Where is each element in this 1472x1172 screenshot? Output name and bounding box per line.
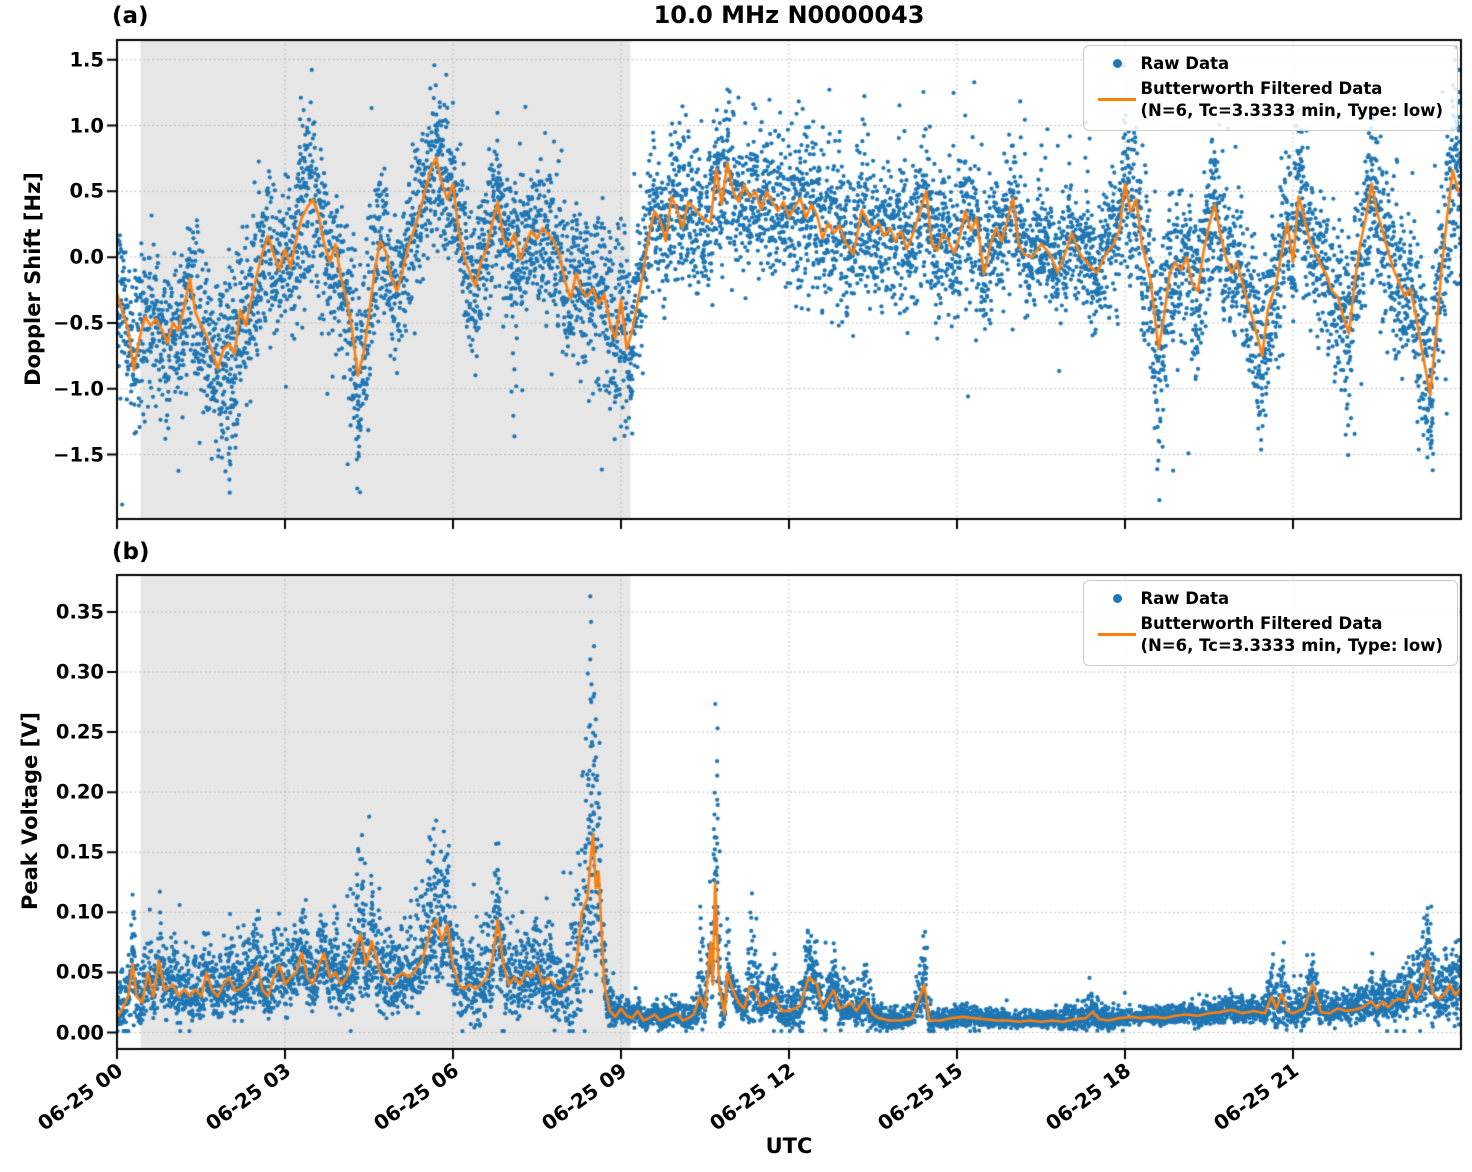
y-tick-label: 0.15	[55, 840, 104, 864]
y-tick-label: 1.0	[69, 114, 104, 138]
y-tick-label: 0.05	[55, 960, 104, 984]
y-tick-label: −1.5	[53, 443, 104, 467]
y-tick-label: −1.0	[53, 377, 104, 401]
legend-filtered-label: Butterworth Filtered Data (N=6, Tc=3.3333…	[1140, 613, 1443, 656]
y-axis-label-panel-a: Doppler Shift [Hz]	[21, 172, 45, 386]
legend-panel-b: Raw Data Butterworth Filtered Data (N=6, …	[1083, 580, 1458, 667]
y-tick-label: −0.5	[53, 311, 104, 335]
y-tick-label: 0.0	[69, 245, 104, 269]
legend-filtered-label-line1: Butterworth Filtered Data	[1140, 614, 1383, 634]
raw-data-dot-icon	[1112, 594, 1122, 604]
legend-marker-cell	[1094, 59, 1140, 69]
x-axis-label: UTC	[765, 1134, 813, 1158]
legend-filtered-label-line1: Butterworth Filtered Data	[1140, 79, 1383, 99]
legend-item-raw-data: Raw Data	[1094, 53, 1443, 74]
legend-raw-label: Raw Data	[1140, 54, 1230, 73]
filtered-line-icon	[1098, 633, 1137, 637]
y-tick-label: 0.20	[55, 780, 104, 804]
y-tick-label: 0.35	[55, 600, 104, 624]
legend-panel-a: Raw Data Butterworth Filtered Data (N=6, …	[1083, 45, 1458, 132]
y-tick-label: 0.25	[55, 720, 104, 744]
y-tick-label: 0.10	[55, 900, 104, 924]
legend-item-filtered-data: Butterworth Filtered Data (N=6, Tc=3.3333…	[1094, 613, 1443, 656]
raw-data-dot-icon	[1112, 59, 1122, 69]
legend-marker-cell	[1094, 633, 1140, 637]
legend-filtered-label-line2: (N=6, Tc=3.3333 min, Type: low)	[1140, 635, 1443, 655]
panel-a-label: (a)	[112, 3, 149, 29]
legend-filtered-label: Butterworth Filtered Data (N=6, Tc=3.3333…	[1140, 78, 1443, 121]
legend-raw-label: Raw Data	[1140, 589, 1230, 608]
panel-b-label: (b)	[112, 539, 150, 565]
legend-item-raw-data: Raw Data	[1094, 588, 1443, 609]
y-axis-label-panel-b: Peak Voltage [V]	[18, 711, 42, 911]
legend-marker-cell	[1094, 594, 1140, 604]
legend-marker-cell	[1094, 98, 1140, 102]
y-tick-label: 0.00	[55, 1021, 104, 1045]
y-tick-label: 0.30	[55, 660, 104, 684]
legend-item-filtered-data: Butterworth Filtered Data (N=6, Tc=3.3333…	[1094, 78, 1443, 121]
figure-title: 10.0 MHz N0000043	[653, 1, 925, 29]
filtered-line-icon	[1098, 98, 1137, 102]
y-tick-label: 1.5	[69, 48, 104, 72]
y-tick-label: 0.5	[69, 179, 104, 203]
legend-filtered-label-line2: (N=6, Tc=3.3333 min, Type: low)	[1140, 100, 1443, 120]
